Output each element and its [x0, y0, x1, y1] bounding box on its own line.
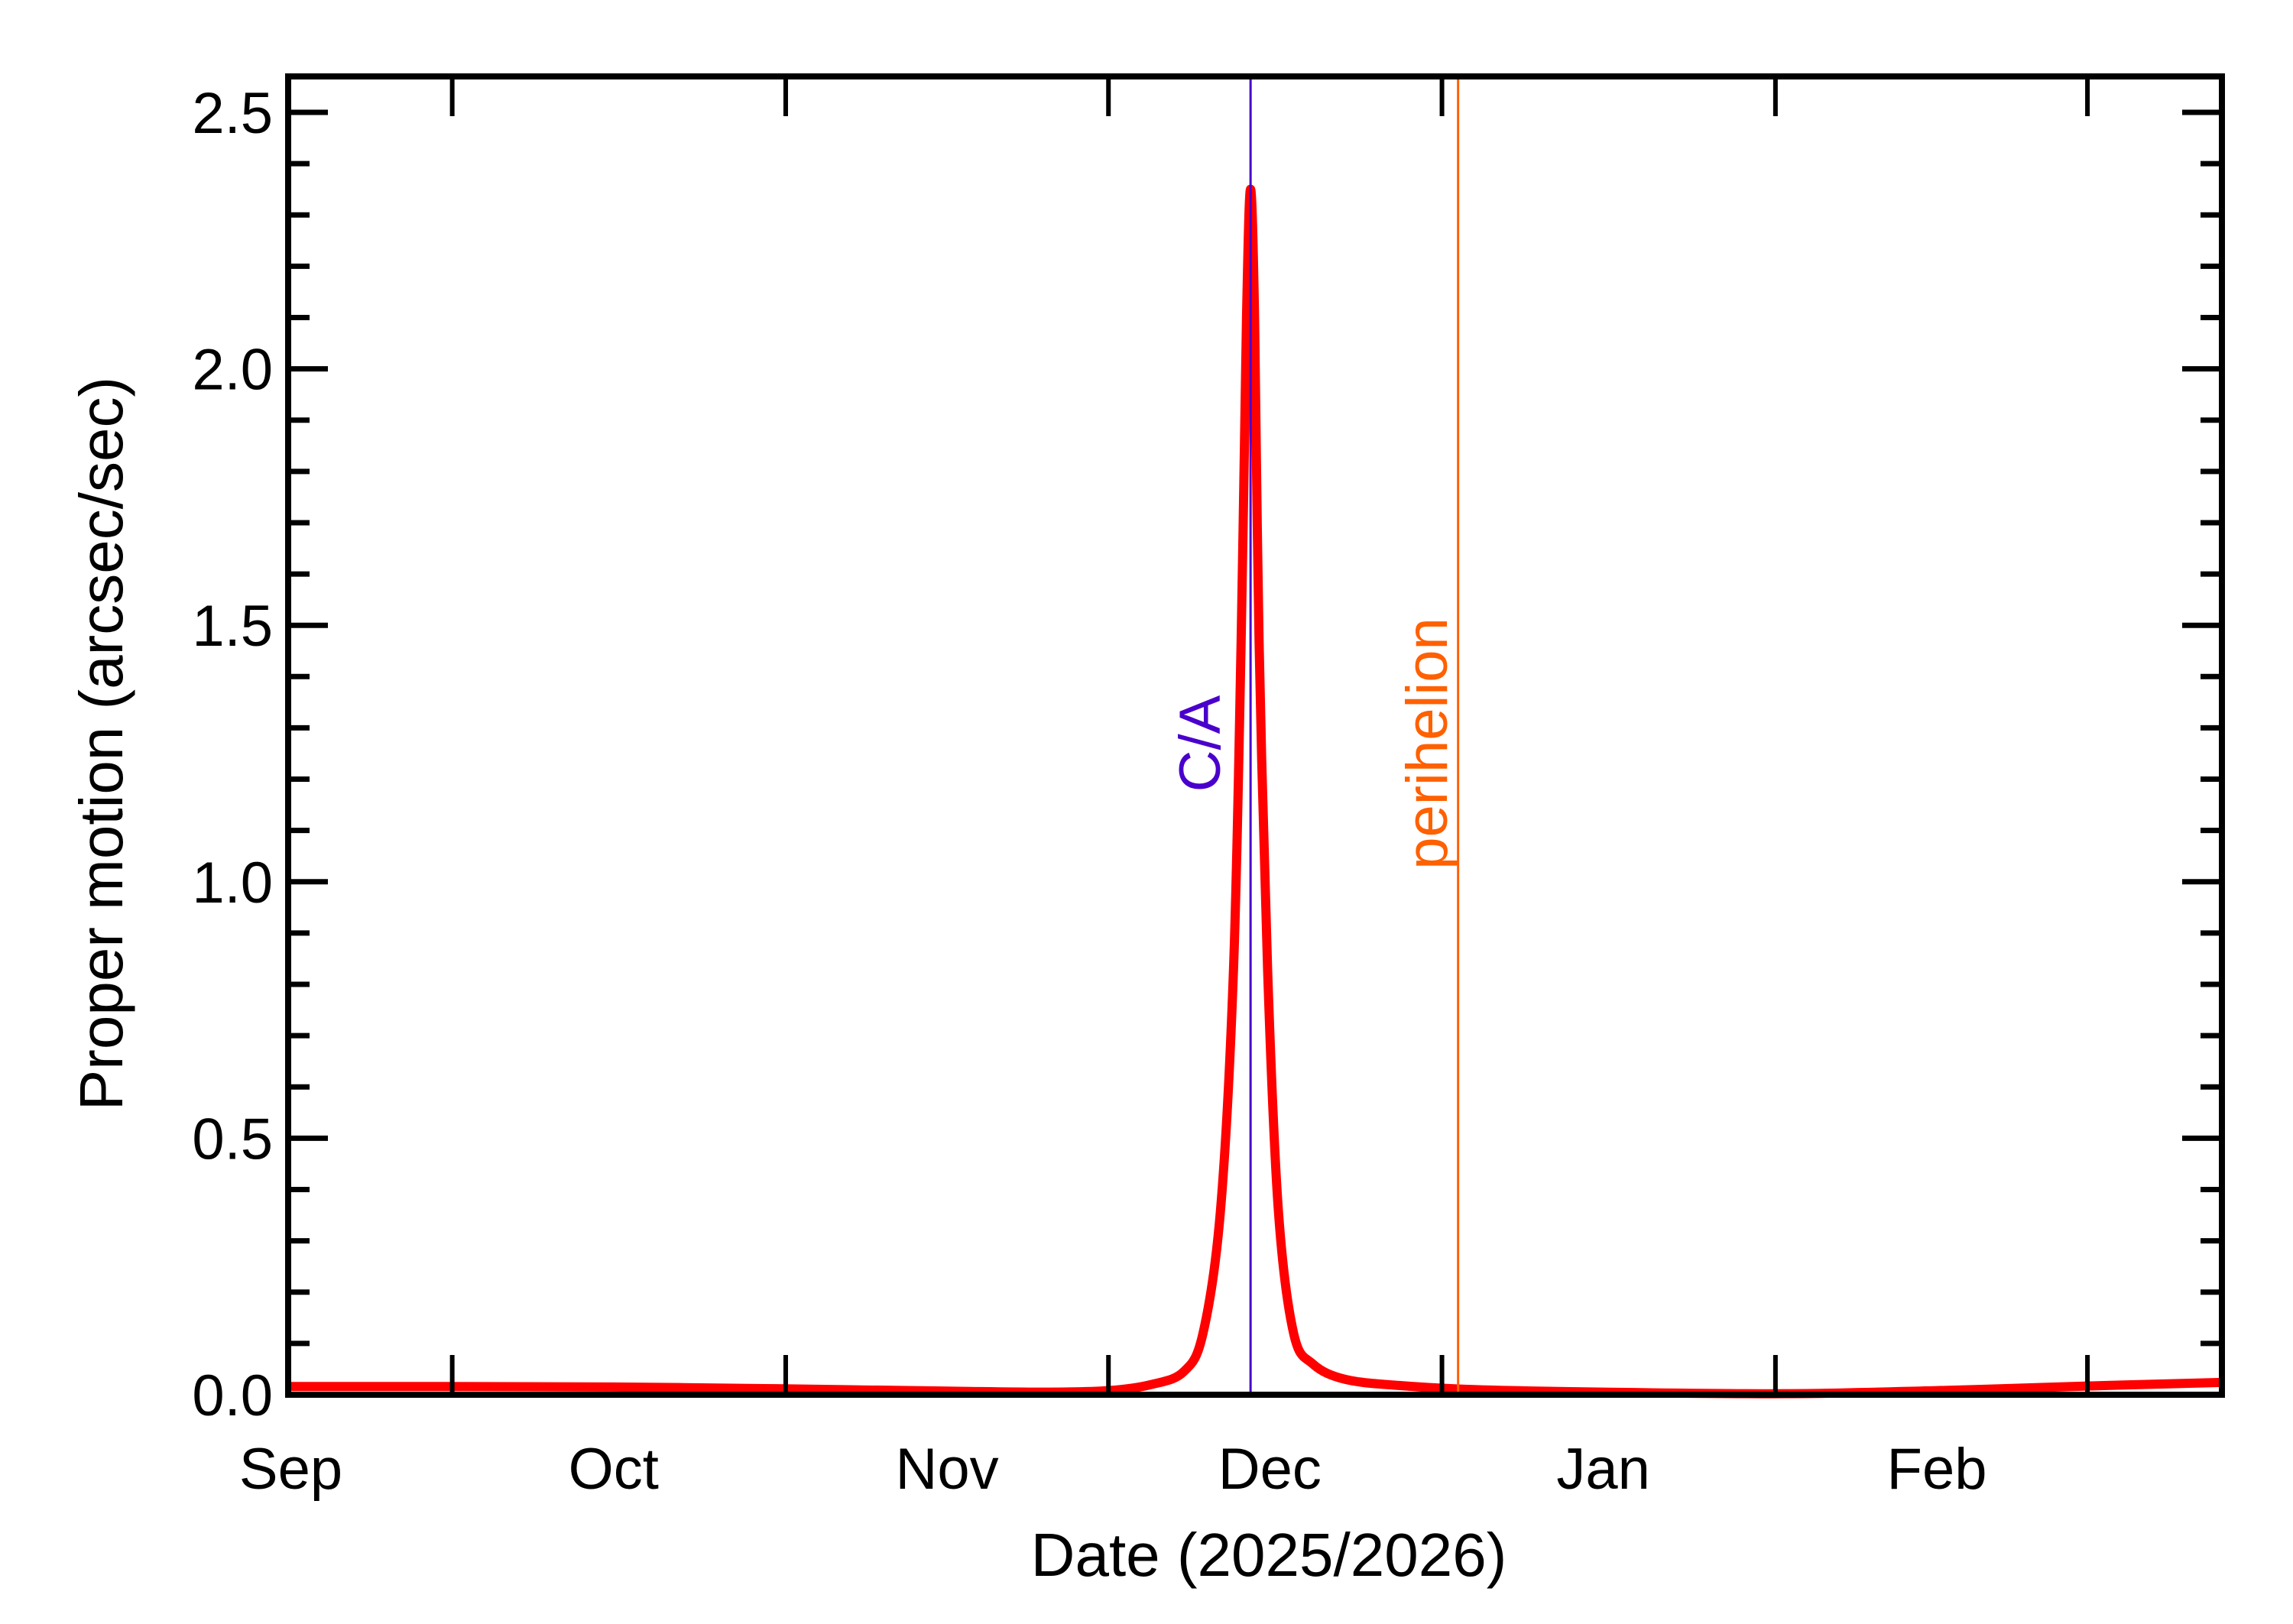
y-tick-label: 2.5: [192, 81, 273, 146]
annotation-label-ca: C/A: [1168, 695, 1233, 792]
y-axis-title: Proper motion (arcsec/sec): [67, 377, 135, 1110]
tick-labels: 0.0 0.5 1.0 1.5 2.0 2.5 Sep Oct Nov Dec Jan Feb C/A p…: [192, 81, 1987, 1502]
y-tick-label: 0.5: [192, 1107, 273, 1172]
annotation-label-perihelion: perihelion: [1395, 618, 1460, 870]
x-tick-label-jan: Jan: [1556, 1437, 1650, 1502]
x-axis-title: Date (2025/2026): [1031, 1521, 1507, 1589]
x-tick-label-feb: Feb: [1887, 1437, 1987, 1502]
y-tick-label: 2.0: [192, 338, 273, 403]
plot-frame: [285, 73, 2225, 1398]
x-tick-label-nov: Nov: [896, 1437, 999, 1502]
y-tick-label: 1.5: [192, 594, 273, 659]
plot-marks: [287, 79, 2223, 1399]
x-tick-label-dec: Dec: [1218, 1437, 1322, 1502]
y-tick-label: 0.0: [192, 1363, 273, 1428]
y-tick-label: 1.0: [192, 851, 273, 916]
axis-ticks: [288, 76, 2222, 1398]
x-tick-label-sep: Sep: [239, 1437, 342, 1502]
x-tick-label-oct: Oct: [569, 1437, 659, 1502]
